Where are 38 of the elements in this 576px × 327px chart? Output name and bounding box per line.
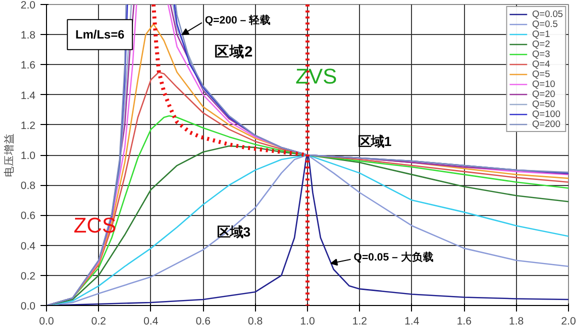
y-tick-label: 1.4 [20,90,36,102]
x-tick-label: 0.6 [196,316,211,327]
x-tick-label: 0.2 [91,316,106,327]
legend-label: Q=10 [532,79,556,89]
legend-label: Q=3 [532,49,552,59]
y-axis-title: 电压增益 [2,133,16,177]
legend-label: Q=5 [532,69,552,79]
y-tick-label: 0.2 [20,270,36,282]
annotation: 区域3 [217,224,251,240]
x-tick-label: 1.4 [404,316,420,327]
legend-label: Q=200 [532,119,560,129]
x-tick-label: 1.6 [456,316,472,327]
legend-label: Q=0.5 [532,19,558,29]
legend-label: Q=0.05 [532,9,563,19]
y-tick-label: 1.0 [20,150,36,162]
y-tick-label: 0.8 [20,180,36,192]
x-tick-label: 0.8 [248,316,263,327]
x-tick-label: 1.8 [508,316,524,327]
legend-label: Q=1 [532,29,552,39]
y-tick-label: 1.2 [20,120,36,132]
y-tick-label: 0.6 [20,210,36,222]
legend-label: Q=4 [532,59,552,69]
legend-label: Q=20 [532,89,556,99]
x-tick-label: 1.2 [352,316,368,327]
annotation: 区域2 [214,44,253,61]
y-tick-label: 0.0 [20,300,36,312]
x-tick-label: 2.0 [561,316,576,327]
legend-label: Q=2 [532,39,552,49]
legend-label: Q=50 [532,99,556,109]
annotation: Lm/Ls=6 [75,28,125,42]
x-tick-label: 0.0 [39,316,54,327]
y-tick-label: 2.0 [20,0,36,12]
x-tick-label: 1.0 [300,316,315,327]
y-tick-label: 0.4 [20,240,36,252]
legend-label: Q=100 [532,109,560,119]
x-tick-label: 0.4 [143,316,158,327]
y-tick-label: 1.6 [20,60,36,72]
y-tick-label: 1.8 [20,30,36,42]
